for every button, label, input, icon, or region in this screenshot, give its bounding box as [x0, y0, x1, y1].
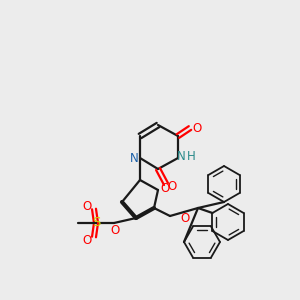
Text: S: S: [92, 217, 100, 230]
Text: O: O: [82, 200, 91, 212]
Text: O: O: [160, 182, 169, 194]
Text: H: H: [187, 151, 195, 164]
Text: O: O: [192, 122, 202, 134]
Text: N: N: [177, 151, 185, 164]
Text: O: O: [82, 233, 91, 247]
Text: O: O: [180, 212, 190, 226]
Text: N: N: [130, 152, 138, 164]
Text: O: O: [167, 179, 177, 193]
Text: O: O: [110, 224, 120, 236]
